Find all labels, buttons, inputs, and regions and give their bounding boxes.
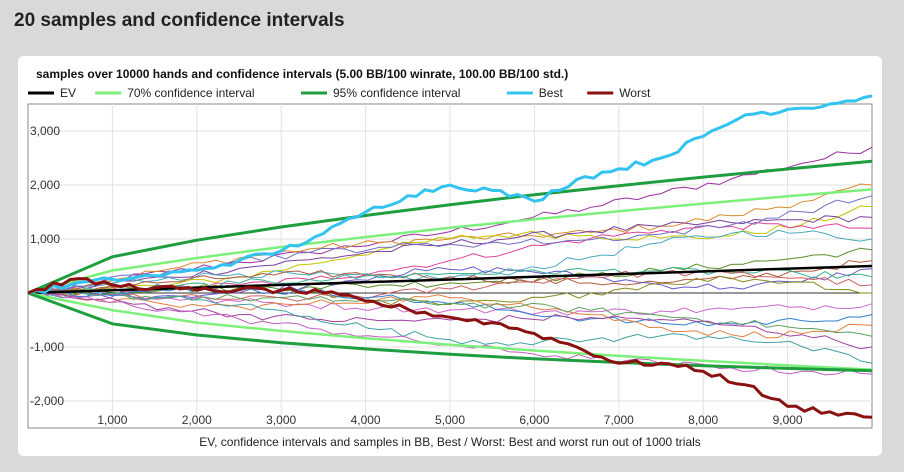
legend-label: Worst — [619, 86, 651, 100]
y-tick-label: 2,000 — [30, 178, 60, 192]
x-tick-label: 8,000 — [688, 413, 718, 427]
x-tick-label: 7,000 — [604, 413, 634, 427]
x-axis-label: EV, confidence intervals and samples in … — [199, 435, 701, 449]
sample-line — [27, 289, 873, 337]
best-line — [27, 94, 873, 295]
plot-area: 1,000 2,000 3,000 4,000 5,000 6,000 7,000 8,000… — [27, 94, 873, 429]
y-tick-label: -2,000 — [30, 394, 64, 408]
chart-title: samples over 10000 hands and confidence … — [36, 67, 568, 81]
sample-line — [27, 289, 873, 364]
x-tick-label: 4,000 — [351, 413, 381, 427]
y-tick-label: 1,000 — [30, 232, 60, 246]
sample-line — [27, 292, 873, 350]
y-tick-label: -1,000 — [30, 340, 64, 354]
y-tick-label: 3,000 — [30, 124, 60, 138]
sample-line — [27, 287, 873, 327]
worst-line — [27, 277, 873, 419]
legend-label: Best — [539, 86, 564, 100]
legend-label: EV — [60, 86, 76, 100]
ci-upper-line — [27, 159, 873, 295]
page-title: 20 samples and confidence intervals — [14, 10, 345, 31]
sample-line — [27, 266, 873, 300]
sample-line — [27, 229, 873, 294]
sample-line — [27, 290, 873, 339]
sample-line — [27, 260, 873, 294]
ev-line — [27, 264, 873, 295]
ci-upper-line — [27, 188, 873, 295]
legend: EV 70% confidence interval 95% confidence … — [28, 86, 651, 100]
x-tick-label: 3,000 — [266, 413, 296, 427]
chart: samples over 10000 hands and confidence … — [27, 67, 873, 449]
ci-lower-line — [27, 291, 873, 371]
chart-card: samples over 10000 hands and confidence … — [18, 56, 882, 456]
legend-label: 95% confidence interval — [333, 86, 460, 100]
x-tick-label: 5,000 — [435, 413, 465, 427]
x-tick-label: 2,000 — [182, 413, 212, 427]
sample-line — [28, 183, 873, 294]
ci-lower-line — [27, 291, 873, 373]
legend-label: 70% confidence interval — [127, 86, 254, 100]
x-tick-label: 9,000 — [773, 413, 803, 427]
x-tick-label: 6,000 — [519, 413, 549, 427]
sample-line — [27, 195, 873, 294]
x-tick-label: 1,000 — [97, 413, 127, 427]
